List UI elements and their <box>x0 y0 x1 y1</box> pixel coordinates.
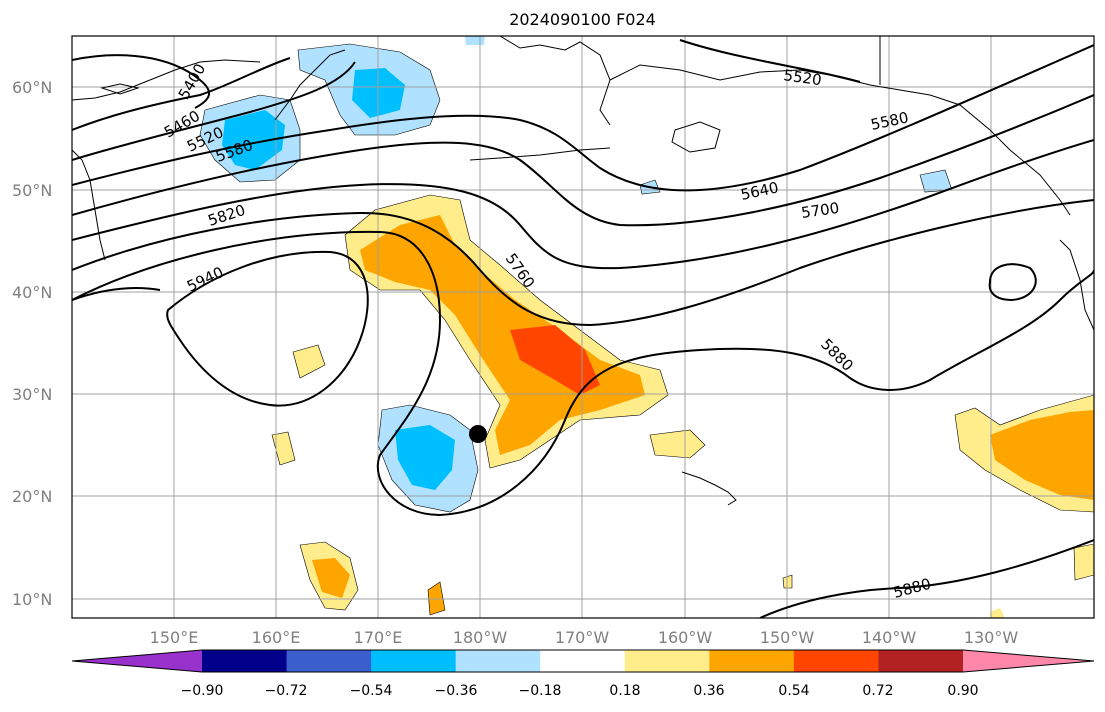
colorbar-outline <box>71 649 1095 673</box>
colorbar-segment <box>793 650 879 672</box>
longitude-labels: 150°E 160°E 170°E 180°W 170°W 160°W 150°… <box>150 628 1019 647</box>
colorbar-tick-label: 0.36 <box>693 683 724 699</box>
colorbar-segment <box>455 650 541 672</box>
lat-label: 60°N <box>12 78 52 97</box>
colorbar-tick-label: 0.54 <box>778 683 809 699</box>
lon-label: 160°W <box>658 628 713 647</box>
colorbar-segment <box>624 650 710 672</box>
colorbar-tick-label: −0.90 <box>181 683 224 699</box>
lat-label: 20°N <box>12 487 52 506</box>
colorbar-tick-label: −0.72 <box>265 683 308 699</box>
lat-label: 10°N <box>12 590 52 609</box>
lon-label: 150°W <box>760 628 815 647</box>
lat-label: 40°N <box>12 283 52 302</box>
colorbar <box>71 649 1095 673</box>
colorbar-segment <box>540 650 626 672</box>
map-title: 2024090100 F024 <box>509 10 656 29</box>
colorbar-segment <box>202 650 288 672</box>
colorbar-tick-label: −0.54 <box>350 683 393 699</box>
lat-label: 30°N <box>12 385 52 404</box>
colorbar-tick-label: 0.72 <box>862 683 893 699</box>
height-contours <box>72 39 1094 618</box>
map-frame <box>71 35 1095 619</box>
lon-label: 180°W <box>453 628 508 647</box>
lon-label: 160°E <box>252 628 301 647</box>
graticule <box>72 36 1094 618</box>
lon-label: 170°E <box>354 628 403 647</box>
colorbar-segment <box>286 650 372 672</box>
colorbar-segment <box>371 650 457 672</box>
lon-label: 140°W <box>862 628 917 647</box>
colorbar-tick-label: 0.18 <box>609 683 640 699</box>
negative-anomaly-shading <box>199 36 953 513</box>
lon-label: 150°E <box>150 628 199 647</box>
colorbar-segment <box>709 650 795 672</box>
positive-anomaly-shading <box>271 194 1094 618</box>
lon-label: 130°W <box>964 628 1019 647</box>
lon-label: 170°W <box>555 628 610 647</box>
contour-label: 5700 <box>800 199 840 222</box>
colorbar-tick-label: 0.90 <box>947 683 978 699</box>
latitude-labels: 60°N 50°N 40°N 30°N 20°N 10°N <box>12 78 52 609</box>
contour-label: 5520 <box>782 66 822 89</box>
colorbar-tick-label: −0.36 <box>435 683 478 699</box>
colorbar-tick-label: −0.18 <box>519 683 562 699</box>
colorbar-segment <box>878 650 964 672</box>
colorbar-segment <box>963 650 1094 672</box>
lat-label: 50°N <box>12 181 52 200</box>
colorbar-segment <box>72 650 202 672</box>
colorbar-tick-labels: −0.90 −0.72 −0.54 −0.36 −0.18 0.18 0.36 … <box>181 683 979 699</box>
location-marker <box>469 425 487 443</box>
